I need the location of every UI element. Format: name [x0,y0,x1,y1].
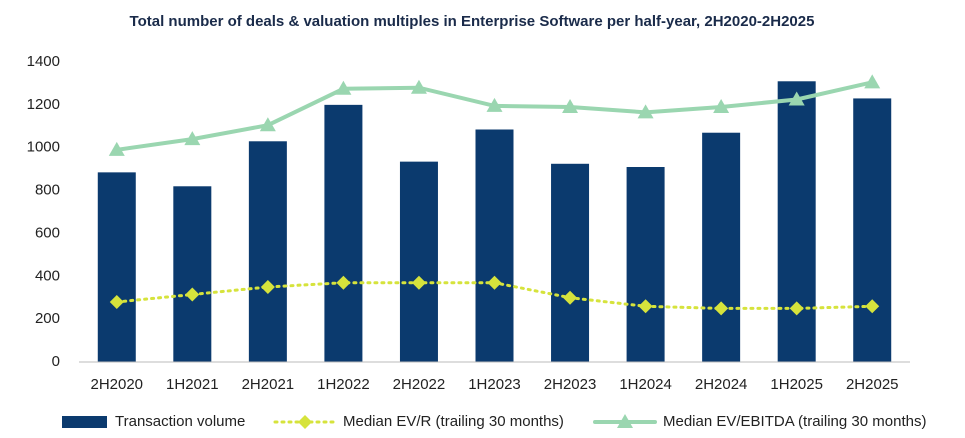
bar [626,167,665,362]
marker [260,280,275,294]
bar [399,161,438,362]
legend-label: Median EV/R (trailing 30 months) [343,413,564,430]
legend-label: Median EV/EBITDA (trailing 30 months) [663,413,926,430]
x-tick-label: 1H2021 [166,376,219,393]
marker [184,131,201,146]
y-tick-label: 200 [35,310,60,327]
x-tick-label: 2H2022 [393,376,446,393]
y-tick-label: 1400 [27,53,60,70]
marker [411,275,426,290]
marker [563,290,578,305]
bar [173,186,212,362]
marker [410,79,427,94]
y-tick-label: 800 [35,182,60,199]
marker [185,287,200,302]
marker [487,275,502,290]
x-tick-label: 1H2024 [619,376,672,393]
bar [97,172,136,362]
legend-label: Transaction volume [115,413,245,430]
x-tick-label: 2H2020 [90,376,143,393]
x-tick-label: 1H2023 [468,376,521,393]
x-tick-label: 2H2021 [242,376,295,393]
marker [108,141,125,156]
x-tick-label: 2H2025 [846,376,899,393]
y-tick-label: 1200 [27,96,60,113]
marker [637,104,654,119]
marker [109,295,124,309]
marker [713,99,730,113]
marker [486,97,503,112]
y-tick-label: 0 [52,353,60,370]
marker [336,275,351,290]
marker [789,301,804,316]
x-tick-label: 1H2022 [317,376,370,393]
chart-title: Total number of deals & valuation multip… [130,13,815,30]
bar [777,81,816,363]
marker [259,117,276,132]
marker [335,80,352,95]
x-tick-label: 2H2024 [695,376,748,393]
legend-marker [298,415,312,429]
bar [475,129,514,362]
marker [638,299,653,314]
marker [562,99,579,113]
x-tick-label: 2H2023 [544,376,597,393]
legend-swatch [62,416,107,428]
marker [788,91,805,106]
x-tick-label: 1H2025 [770,376,823,393]
marker [864,74,881,89]
bar [551,163,590,362]
y-tick-label: 600 [35,224,60,241]
legend-marker [617,414,633,428]
y-tick-label: 400 [35,267,60,284]
bar [324,104,363,362]
bar [702,132,741,362]
bar [248,141,287,362]
marker [714,301,729,316]
marker [865,299,880,314]
y-tick-label: 1000 [27,139,60,156]
bar [853,98,892,362]
